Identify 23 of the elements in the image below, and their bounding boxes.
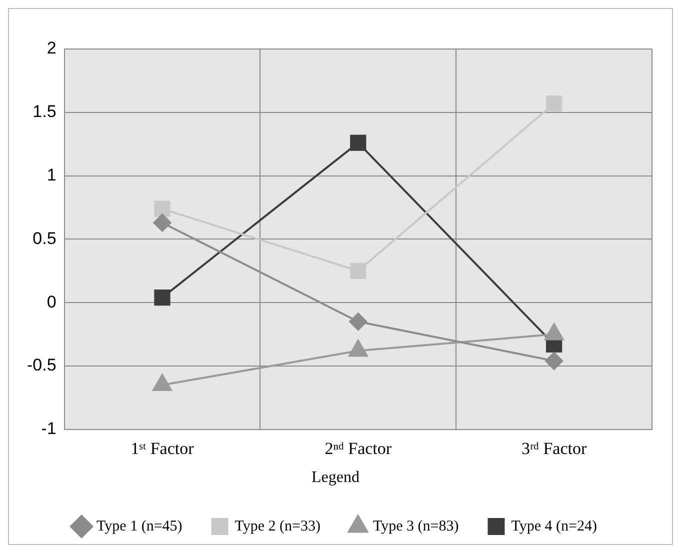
point	[350, 262, 366, 279]
legend-title: Legend	[312, 469, 360, 486]
y-tick-label: 1.5	[32, 102, 56, 122]
point	[545, 352, 564, 370]
x-tick-label: 3ʳᵈ Factor	[521, 439, 587, 458]
point	[349, 312, 368, 331]
legend-label: Type 3 (n=83)	[373, 518, 459, 534]
point	[350, 134, 366, 151]
x-tick-label: 1ˢᵗ Factor	[130, 439, 194, 458]
legend-label: Type 4 (n=24)	[511, 518, 597, 534]
point	[154, 200, 170, 217]
legend-label: Type 2 (n=33)	[234, 518, 321, 534]
point	[154, 289, 170, 306]
y-tick-label: 0	[46, 292, 56, 312]
y-tick-label: 2	[46, 38, 56, 58]
legend-label: Type 1 (n=45)	[96, 518, 182, 534]
y-tick-label: 0.5	[32, 228, 56, 248]
y-tick-label: 1	[46, 165, 56, 184]
y-tick-label: -1	[41, 419, 56, 438]
point	[153, 214, 172, 232]
x-tick-label: 2ⁿᵈ Factor	[324, 439, 392, 458]
point	[546, 95, 562, 112]
y-tick-label: -0.5	[26, 356, 56, 375]
